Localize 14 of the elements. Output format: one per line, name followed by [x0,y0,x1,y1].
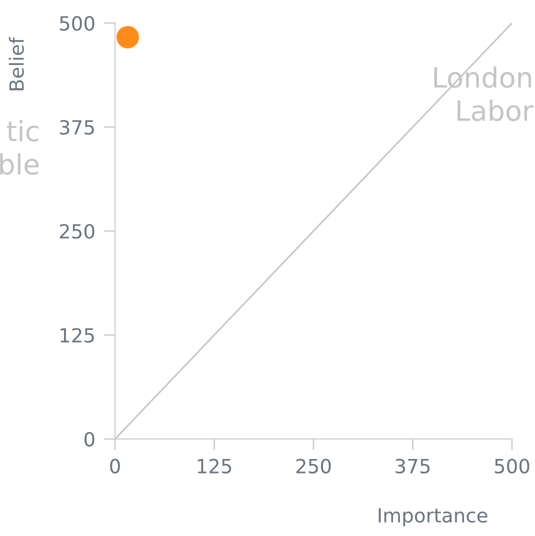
y-tick-label: 250 [60,224,94,239]
y-tick-label: 500 [60,16,94,31]
x-tick-label: 375 [396,458,430,474]
x-tick-label: 500 [494,458,530,474]
annotation: London Labor [434,66,534,122]
y-axis-title: Belief [8,36,24,90]
x-tick-label: 250 [296,458,331,474]
x-tick-label: 0 [110,458,120,474]
y-tick-label: 375 [60,120,94,135]
x-tick-label: 125 [198,458,232,474]
text: tic ble [0,120,39,175]
y-tick-label: 125 [60,328,94,343]
y-tick-label: 0 [84,432,94,447]
x-axis-title: Importance [378,508,488,526]
